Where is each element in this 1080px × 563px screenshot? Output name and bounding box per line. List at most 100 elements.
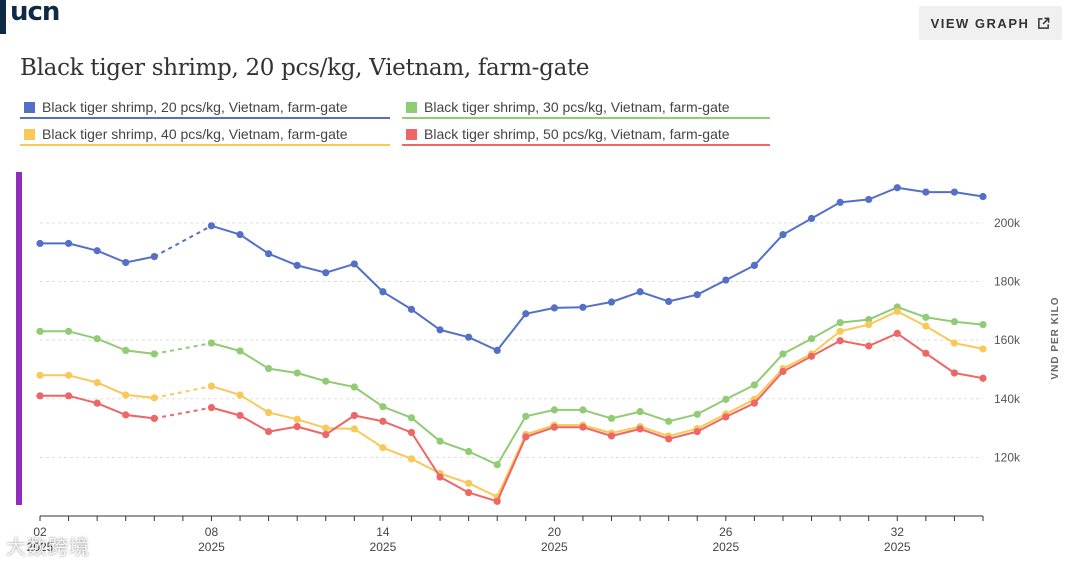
legend-item-40pcs[interactable]: Black tiger shrimp, 40 pcs/kg, Vietnam, … [20, 124, 390, 146]
series-2-point [836, 327, 844, 335]
x-tick-year: 2025 [541, 540, 568, 554]
series-3-point [836, 337, 844, 345]
series-1-point [436, 437, 444, 445]
legend-swatch [24, 128, 35, 140]
series-1-gap-line [154, 342, 212, 355]
logo-bar [0, 0, 6, 34]
series-2-point [122, 391, 130, 399]
series-0-point [836, 198, 844, 206]
x-tick-year: 2025 [712, 540, 739, 554]
series-3-point [436, 473, 444, 481]
legend-item-50pcs[interactable]: Black tiger shrimp, 50 pcs/kg, Vietnam, … [402, 124, 770, 146]
x-tick-label: 14 [376, 525, 390, 539]
series-3-point [636, 425, 644, 433]
watermark: 大数跨境 [6, 537, 90, 559]
series-3-point [693, 427, 701, 436]
series-2-point [293, 415, 301, 423]
series-2-point [265, 408, 273, 417]
series-0-point [807, 214, 816, 223]
series-1-point [979, 321, 987, 329]
series-1-point [93, 335, 101, 343]
series-1-point [522, 412, 530, 420]
x-tick-year: 2025 [884, 540, 911, 554]
series-2-line [211, 310, 984, 498]
series-1-point [465, 447, 473, 456]
series-0-point [207, 222, 216, 230]
series-1-point [865, 316, 873, 324]
series-0-point [493, 346, 501, 354]
series-3-point [293, 423, 301, 431]
series-0-point [607, 298, 616, 306]
x-tick-label: 08 [205, 525, 219, 539]
series-0-point [436, 326, 444, 334]
series-3-point [493, 497, 501, 505]
legend-item-30pcs[interactable]: Black tiger shrimp, 30 pcs/kg, Vietnam, … [402, 97, 770, 119]
x-tick-label: 02 [33, 525, 47, 539]
series-2-point [465, 479, 473, 487]
series-0-point [236, 231, 244, 239]
series-0-point [636, 288, 644, 296]
series-0-point [350, 260, 358, 268]
series-1-point [750, 381, 758, 389]
legend-item-20pcs[interactable]: Black tiger shrimp, 20 pcs/kg, Vietnam, … [20, 97, 390, 119]
series-1-point [807, 335, 816, 343]
series-2-line [40, 374, 155, 399]
series-0-gap-line [153, 224, 212, 258]
y-tick-label: 160k [994, 333, 1021, 347]
series-1-line [40, 330, 155, 355]
series-0-point [865, 195, 873, 204]
legend-label: Black tiger shrimp, 40 pcs/kg, Vietnam, … [42, 126, 348, 142]
series-1-point [607, 414, 616, 422]
series-3-point [322, 430, 330, 439]
series-1-point [579, 406, 587, 414]
series-3-point [550, 423, 558, 431]
series-0-point [36, 239, 44, 248]
series-1-point [379, 403, 387, 411]
series-1-point [836, 318, 844, 327]
series-3-point [807, 352, 816, 360]
series-3-point [979, 374, 987, 382]
x-tick-label: 20 [548, 525, 562, 539]
series-0-point [665, 297, 673, 306]
series-3-point [64, 392, 73, 400]
series-2-point [407, 455, 416, 463]
series-2-point [36, 371, 44, 379]
series-1-point [265, 364, 273, 373]
x-tick-label: 26 [719, 525, 733, 539]
y-axis-label: VND PER KILO [1050, 296, 1061, 379]
series-3-point [379, 417, 387, 425]
series-3-line [211, 332, 984, 503]
series-2-gap-line [154, 385, 212, 399]
series-1-point [493, 461, 501, 469]
series-2-point [64, 371, 73, 379]
legend-label: Black tiger shrimp, 20 pcs/kg, Vietnam, … [42, 99, 348, 115]
series-2-point [893, 307, 901, 316]
series-3-point [207, 403, 216, 412]
series-3-point [36, 392, 44, 400]
series-1-point [322, 377, 330, 385]
y-tick-label: 180k [994, 275, 1021, 289]
series-0-point [122, 258, 130, 267]
legend-label: Black tiger shrimp, 50 pcs/kg, Vietnam, … [424, 126, 730, 142]
legend-swatch [406, 101, 417, 113]
series-1-point [36, 327, 44, 335]
series-3-point [350, 411, 358, 420]
series-3-gap-line [154, 406, 212, 420]
series-2-point [979, 345, 987, 353]
y-tick-label: 140k [994, 392, 1021, 406]
series-0-point [465, 333, 473, 341]
series-2-point [207, 382, 216, 390]
series-0-point [579, 303, 587, 311]
series-0-point [522, 310, 530, 318]
series-1-point [293, 369, 301, 377]
series-1-point [407, 414, 416, 422]
ucn-logo[interactable]: ucn [10, 0, 60, 27]
series-3-point [722, 413, 730, 421]
series-1-point [150, 350, 158, 358]
series-3-point [150, 414, 158, 422]
series-1-point [207, 339, 216, 347]
view-graph-button[interactable]: VIEW GRAPH [919, 6, 1062, 40]
series-3-point [93, 399, 101, 407]
series-0-point [550, 304, 558, 312]
